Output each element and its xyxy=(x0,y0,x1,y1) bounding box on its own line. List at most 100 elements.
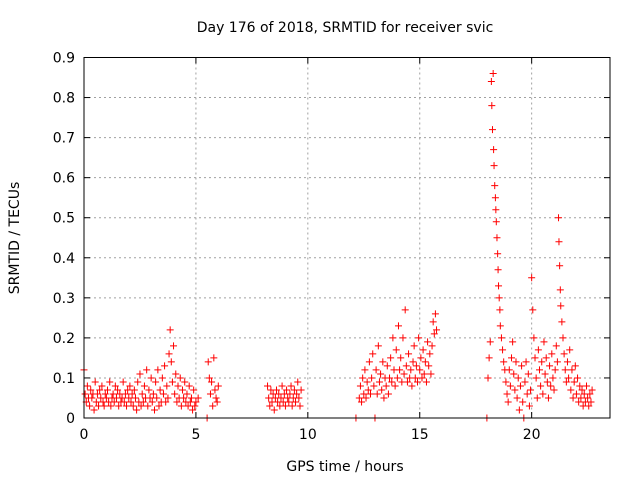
data-point xyxy=(383,362,391,370)
data-point xyxy=(90,406,98,414)
data-point xyxy=(486,338,494,346)
data-point xyxy=(92,398,100,406)
y-tick-label: 0.5 xyxy=(53,211,75,227)
y-tick-label: 0.7 xyxy=(53,131,75,147)
data-point xyxy=(206,390,214,398)
data-point xyxy=(420,370,428,378)
data-point xyxy=(178,386,186,394)
data-point xyxy=(172,370,180,378)
data-point xyxy=(505,366,513,374)
data-point xyxy=(119,378,127,386)
data-point xyxy=(166,326,174,334)
data-point xyxy=(521,378,529,386)
x-tick-label: 0 xyxy=(80,427,89,443)
data-point xyxy=(384,390,392,398)
data-point xyxy=(546,362,554,370)
data-point xyxy=(165,350,173,358)
data-point xyxy=(91,378,99,386)
data-point xyxy=(162,398,170,406)
data-point xyxy=(572,390,580,398)
data-point xyxy=(588,386,596,394)
data-point xyxy=(433,326,441,334)
grid xyxy=(84,57,610,418)
data-point xyxy=(553,358,561,366)
data-point xyxy=(540,338,548,346)
data-point xyxy=(405,350,413,358)
data-point xyxy=(133,406,141,414)
data-point xyxy=(355,394,363,402)
data-point xyxy=(181,378,189,386)
data-point xyxy=(585,402,593,410)
data-point xyxy=(209,402,217,410)
data-point xyxy=(148,398,156,406)
data-point xyxy=(502,378,510,386)
data-point xyxy=(506,382,514,390)
data-point xyxy=(143,366,151,374)
data-point xyxy=(362,394,370,402)
data-point xyxy=(584,394,592,402)
data-point xyxy=(403,378,411,386)
data-point xyxy=(377,370,385,378)
data-points xyxy=(80,70,596,422)
data-point xyxy=(426,350,434,358)
x-tick-label: 20 xyxy=(523,427,541,443)
data-point xyxy=(547,382,555,390)
data-point xyxy=(389,334,397,342)
data-point xyxy=(111,382,119,390)
data-point xyxy=(417,354,425,362)
data-point xyxy=(391,382,399,390)
data-point xyxy=(98,382,106,390)
y-tick-label: 0.4 xyxy=(53,251,75,267)
data-point xyxy=(393,374,401,382)
data-point xyxy=(382,382,390,390)
data-point xyxy=(569,394,577,402)
data-point xyxy=(551,366,559,374)
data-point xyxy=(369,350,377,358)
axis-ticks: 0 0.1 0.2 0.3 0.4 0.5 0.6 0.7 0.8 0.9 0 5 10 15 20 xyxy=(53,51,610,443)
data-point xyxy=(582,382,590,390)
data-point xyxy=(428,342,436,350)
data-point xyxy=(429,318,437,326)
y-tick-label: 0 xyxy=(66,411,75,427)
data-point xyxy=(484,374,492,382)
data-point xyxy=(211,386,219,394)
data-point xyxy=(191,402,199,410)
data-point xyxy=(410,342,418,350)
data-point xyxy=(373,390,381,398)
data-point xyxy=(145,386,153,394)
data-point xyxy=(543,378,551,386)
data-point xyxy=(210,354,218,362)
data-point xyxy=(534,346,542,354)
data-point xyxy=(264,382,272,390)
data-point xyxy=(204,358,212,366)
data-point xyxy=(503,390,511,398)
data-point xyxy=(485,354,493,362)
data-point xyxy=(121,390,129,398)
data-point xyxy=(155,402,163,410)
data-point xyxy=(167,358,175,366)
data-point xyxy=(177,402,185,410)
data-point xyxy=(566,346,574,354)
data-point xyxy=(495,294,503,302)
data-point xyxy=(109,390,117,398)
data-point xyxy=(487,78,495,86)
data-point xyxy=(568,366,576,374)
data-point xyxy=(515,406,523,414)
data-point xyxy=(497,334,505,342)
data-point xyxy=(587,398,595,406)
data-point xyxy=(409,358,417,366)
data-point xyxy=(414,378,422,386)
data-point xyxy=(140,382,148,390)
data-point xyxy=(106,378,114,386)
data-point xyxy=(530,334,538,342)
data-point xyxy=(107,402,115,410)
y-tick-label: 0.6 xyxy=(53,171,75,187)
data-point xyxy=(277,394,285,402)
data-point xyxy=(154,366,162,374)
data-point xyxy=(563,358,571,366)
data-point xyxy=(297,386,305,394)
data-point xyxy=(519,398,527,406)
data-point xyxy=(87,386,95,394)
data-point xyxy=(137,402,145,410)
